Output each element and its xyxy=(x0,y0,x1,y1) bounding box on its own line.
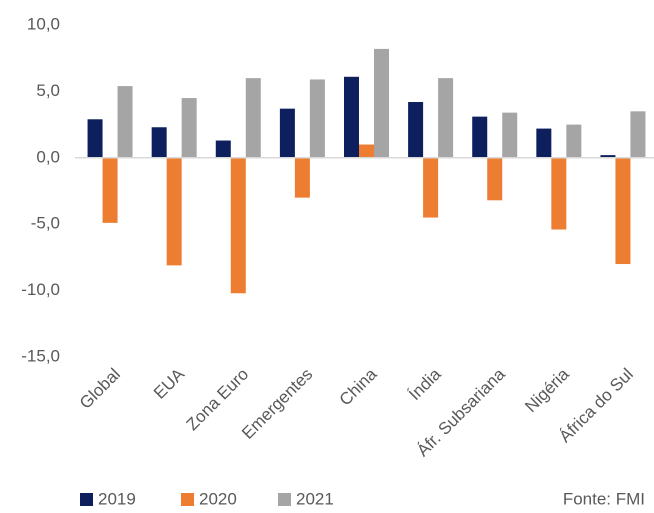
bar xyxy=(294,157,310,198)
bar xyxy=(166,157,182,266)
bar xyxy=(438,78,454,158)
bar xyxy=(615,157,631,265)
bar xyxy=(344,76,359,158)
bar xyxy=(117,86,133,158)
bar xyxy=(245,78,261,158)
y-tick-label: 10,0 xyxy=(27,14,60,33)
bar xyxy=(630,111,646,158)
legend-swatch xyxy=(278,493,291,506)
legend-swatch xyxy=(181,493,194,506)
bar xyxy=(472,116,488,158)
bar xyxy=(230,157,246,294)
bar xyxy=(87,119,103,158)
bar xyxy=(374,48,389,158)
bar xyxy=(600,155,616,158)
bar xyxy=(536,128,552,158)
bar xyxy=(566,124,582,158)
bar xyxy=(423,157,439,218)
bar xyxy=(279,108,295,158)
bar xyxy=(151,127,167,158)
bar xyxy=(181,98,197,158)
legend-label: 2021 xyxy=(296,489,334,508)
y-tick-label: -15,0 xyxy=(21,346,60,365)
x-tick-label: China xyxy=(336,364,381,409)
legend-swatch xyxy=(80,493,93,506)
bar xyxy=(309,79,325,158)
y-tick-label: 5,0 xyxy=(36,81,60,100)
bar xyxy=(359,144,374,158)
x-tick-label: Índia xyxy=(405,364,445,404)
bar xyxy=(502,112,518,158)
source-note: Fonte: FMI xyxy=(563,489,645,508)
x-tick-label: Nigéria xyxy=(521,364,573,416)
x-tick-label: EUA xyxy=(150,364,189,403)
y-tick-label: -10,0 xyxy=(21,280,60,299)
y-tick-label: -5,0 xyxy=(31,214,60,233)
legend-label: 2019 xyxy=(98,489,136,508)
x-tick-label: Zona Euro xyxy=(183,365,253,435)
bar xyxy=(551,157,567,230)
x-tick-label: Global xyxy=(76,365,124,413)
y-tick-label: 0,0 xyxy=(36,147,60,166)
bar xyxy=(215,140,231,158)
bar xyxy=(487,157,503,201)
legend-label: 2020 xyxy=(199,489,237,508)
bar xyxy=(408,102,424,158)
bar xyxy=(102,157,118,223)
